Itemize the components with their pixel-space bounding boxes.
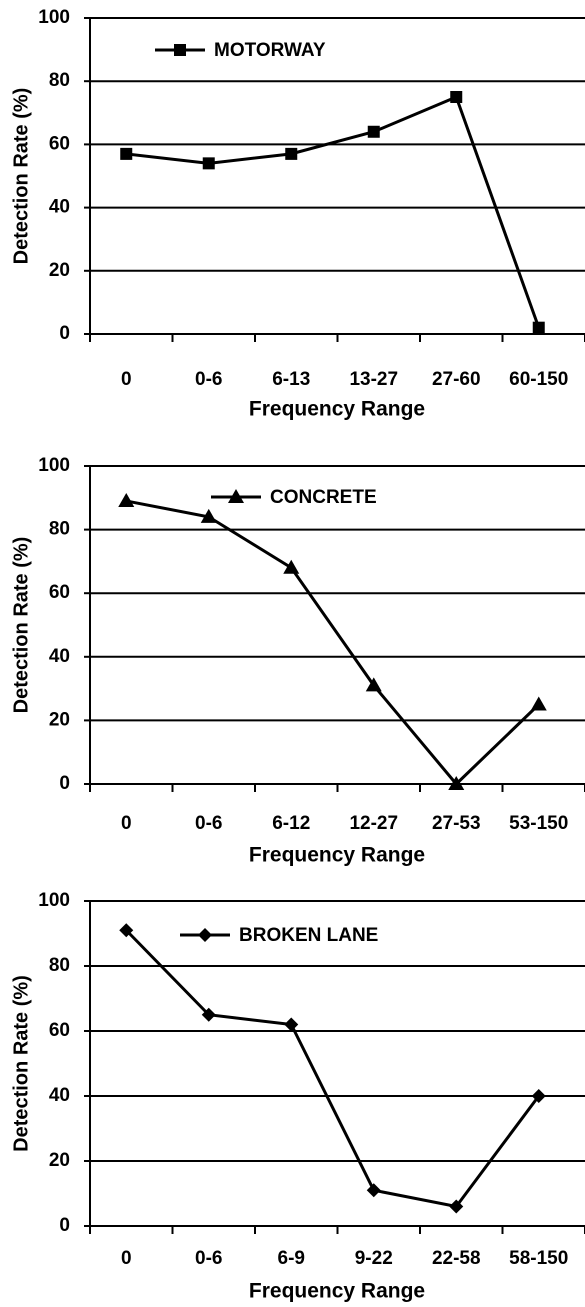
- y-tick-label: 80: [49, 955, 70, 976]
- y-tick-label: 100: [38, 7, 70, 28]
- marker: [118, 492, 135, 507]
- y-tick-label: 20: [49, 709, 70, 730]
- y-tick-label: 0: [59, 323, 70, 344]
- y-tick-label: 60: [49, 582, 70, 603]
- legend-label: BROKEN LANE: [239, 925, 378, 946]
- x-axis-title: Frequency Range: [249, 398, 425, 421]
- x-tick-label: 22-58: [432, 1248, 481, 1269]
- x-tick-label: 0-6: [195, 813, 222, 834]
- y-tick-label: 40: [49, 197, 70, 218]
- y-tick-label: 0: [59, 773, 70, 794]
- x-tick-label: 27-60: [432, 369, 481, 390]
- y-tick-label: 60: [49, 133, 70, 154]
- x-tick-label: 9-22: [355, 1248, 393, 1269]
- x-tick-label: 6-13: [272, 369, 310, 390]
- legend-label: CONCRETE: [270, 487, 377, 508]
- legend-label: MOTORWAY: [214, 40, 326, 61]
- marker: [365, 677, 382, 692]
- y-tick-label: 80: [49, 70, 70, 91]
- x-tick-label: 13-27: [349, 369, 398, 390]
- marker: [174, 44, 186, 56]
- marker: [285, 147, 298, 160]
- x-tick-label: 6-9: [278, 1248, 305, 1269]
- marker: [530, 696, 547, 711]
- data-line: [126, 95, 541, 329]
- marker: [531, 1089, 546, 1103]
- x-axis-title: Frequency Range: [249, 1280, 425, 1303]
- x-tick-label: 27-53: [432, 813, 481, 834]
- y-tick-label: 20: [49, 1150, 70, 1171]
- marker: [367, 125, 380, 138]
- x-tick-label: 60-150: [509, 369, 568, 390]
- data-line: [125, 929, 540, 1209]
- marker: [202, 157, 215, 170]
- y-tick-label: 80: [49, 519, 70, 540]
- marker: [450, 91, 463, 103]
- y-tick-label: 60: [49, 1020, 70, 1041]
- x-tick-label: 0: [121, 369, 132, 390]
- y-tick-label: 40: [49, 646, 70, 667]
- marker: [532, 321, 545, 334]
- marker: [201, 1007, 216, 1022]
- y-axis-title: Detection Rate (%): [10, 88, 32, 265]
- x-tick-label: 6-12: [272, 813, 310, 834]
- y-tick-label: 100: [38, 455, 70, 476]
- marker: [120, 147, 133, 160]
- marker: [366, 1183, 381, 1198]
- x-tick-label: 0-6: [195, 369, 222, 390]
- marker: [228, 489, 244, 503]
- marker: [448, 776, 465, 790]
- marker: [198, 928, 212, 942]
- y-tick-label: 40: [49, 1085, 70, 1106]
- x-tick-label: 0-6: [195, 1248, 222, 1269]
- marker: [284, 1017, 299, 1032]
- marker: [200, 508, 217, 523]
- y-tick-label: 100: [38, 890, 70, 911]
- marker: [449, 1199, 464, 1214]
- y-tick-label: 20: [49, 260, 70, 281]
- x-tick-label: 0: [121, 813, 132, 834]
- x-tick-label: 58-150: [509, 1248, 568, 1269]
- marker: [119, 923, 134, 938]
- x-axis-title: Frequency Range: [249, 844, 425, 867]
- data-line: [125, 499, 540, 787]
- y-axis-title: Detection Rate (%): [10, 975, 32, 1152]
- marker: [283, 559, 300, 574]
- x-tick-label: 0: [121, 1248, 132, 1269]
- x-tick-label: 12-27: [349, 813, 398, 834]
- y-tick-label: 0: [59, 1215, 70, 1236]
- x-tick-label: 53-150: [509, 813, 568, 834]
- y-axis-title: Detection Rate (%): [10, 537, 32, 714]
